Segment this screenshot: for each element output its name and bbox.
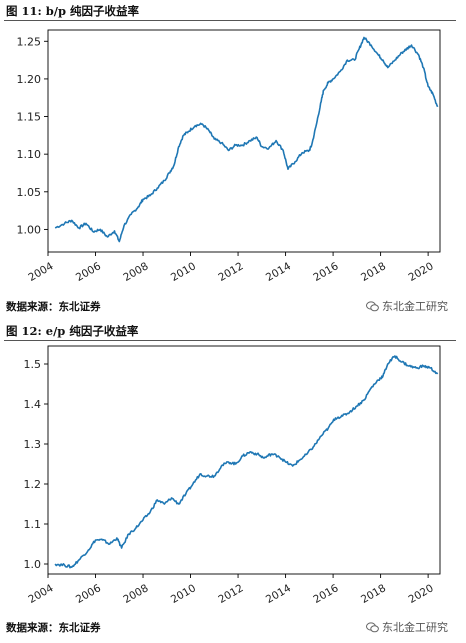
x-tick-label: 2006 xyxy=(74,582,103,606)
y-tick-label: 1.20 xyxy=(17,73,42,86)
x-tick-label: 2018 xyxy=(359,260,388,284)
y-tick-label: 1.4 xyxy=(24,398,42,411)
watermark: 东北金工研究 xyxy=(366,619,448,635)
x-tick-label: 2020 xyxy=(406,582,435,606)
y-tick-label: 1.00 xyxy=(17,223,42,236)
x-tick-label: 2020 xyxy=(406,260,435,284)
x-tick-label: 2004 xyxy=(26,260,55,284)
series-line xyxy=(54,355,439,569)
x-tick-label: 2008 xyxy=(121,582,150,606)
bp-factor-return-chart: 1.00 1.05 1.10 1.15 1.20 1.25 2004 2006 2008 2010… xyxy=(17,29,441,284)
x-tick-label: 2004 xyxy=(26,582,55,606)
title-rule xyxy=(4,20,456,21)
series-line xyxy=(54,36,439,243)
watermark-text: 东北金工研究 xyxy=(382,300,448,313)
x-tick-label: 2010 xyxy=(169,582,198,606)
ep-factor-return-chart: 1.0 1.1 1.2 1.3 1.4 1.5 2004 2006 2008 2010 2012 20… xyxy=(24,345,441,606)
x-tick-label: 2012 xyxy=(216,582,245,606)
x-tick-label: 2014 xyxy=(264,582,293,606)
y-tick-label: 1.5 xyxy=(24,358,42,371)
y-tick-label: 1.0 xyxy=(24,558,42,571)
x-tick-label: 2018 xyxy=(359,582,388,606)
data-source: 数据来源：东北证券 xyxy=(6,622,101,634)
figure-title: 图 11: b/p 纯因子收益率 xyxy=(6,4,140,18)
wechat-icon xyxy=(366,300,379,311)
plot-frame xyxy=(47,29,441,253)
x-tick-label: 2014 xyxy=(264,260,293,284)
plot-frame xyxy=(47,345,441,575)
x-tick-label: 2016 xyxy=(311,582,340,606)
y-tick-label: 1.2 xyxy=(24,478,42,491)
y-tick-label: 1.3 xyxy=(24,438,42,451)
watermark-text: 东北金工研究 xyxy=(382,621,448,634)
title-rule xyxy=(4,340,456,341)
x-tick-label: 2012 xyxy=(216,260,245,284)
y-tick-label: 1.10 xyxy=(17,148,42,161)
watermark: 东北金工研究 xyxy=(366,298,448,314)
figure-title: 图 12: e/p 纯因子收益率 xyxy=(6,324,139,338)
y-tick-label: 1.15 xyxy=(17,111,42,124)
x-tick-label: 2008 xyxy=(121,260,150,284)
y-tick-label: 1.05 xyxy=(17,186,42,199)
data-source: 数据来源：东北证券 xyxy=(6,301,101,313)
x-tick-label: 2010 xyxy=(169,260,198,284)
wechat-icon xyxy=(366,621,379,632)
y-tick-label: 1.1 xyxy=(24,518,42,531)
x-tick-label: 2006 xyxy=(74,260,103,284)
x-tick-label: 2016 xyxy=(311,260,340,284)
y-tick-label: 1.25 xyxy=(17,35,42,48)
